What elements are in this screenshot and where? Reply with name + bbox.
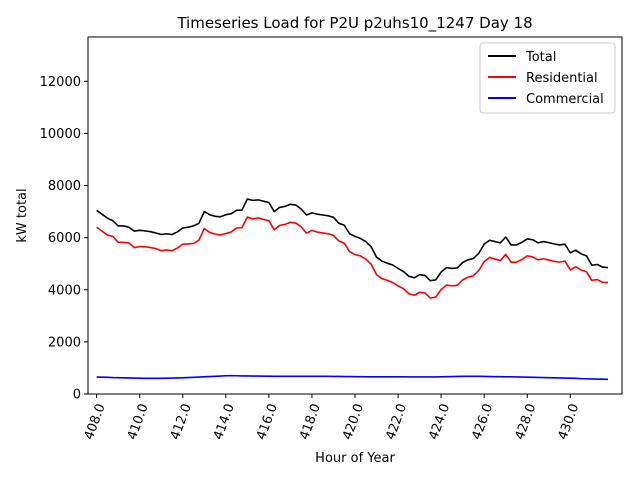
x-tick-label: 430.0 bbox=[556, 402, 583, 442]
x-tick-label: 410.0 bbox=[125, 402, 152, 442]
x-tick-label: 420.0 bbox=[340, 402, 367, 442]
y-axis-title: kW total bbox=[15, 188, 30, 242]
x-tick-label: 418.0 bbox=[297, 402, 324, 442]
x-tick-label: 428.0 bbox=[512, 402, 539, 442]
y-tick-label: 4000 bbox=[48, 283, 81, 298]
chart-title: Timeseries Load for P2U p2uhs10_1247 Day… bbox=[176, 14, 532, 33]
x-tick-label: 408.0 bbox=[82, 402, 109, 442]
y-tick-label: 8000 bbox=[48, 179, 81, 194]
legend: Total Residential Commercial bbox=[479, 42, 616, 114]
legend-label: Commercial bbox=[526, 92, 604, 107]
x-tick-label: 424.0 bbox=[426, 402, 453, 442]
legend-box bbox=[479, 42, 616, 114]
x-tick-label: 414.0 bbox=[211, 402, 238, 442]
legend-label: Residential bbox=[526, 71, 598, 86]
y-tick-label: 2000 bbox=[48, 335, 81, 350]
series-line-commercial bbox=[96, 374, 609, 381]
x-axis: 408.0 410.0 412.0 414.0 416.0 418.0 420.0 422.0… bbox=[82, 394, 583, 442]
x-tick-label: 416.0 bbox=[254, 402, 281, 442]
series-line-total bbox=[96, 198, 609, 282]
y-tick-label: 0 bbox=[73, 388, 81, 403]
legend-label: Total bbox=[525, 50, 556, 65]
series-lines bbox=[96, 198, 609, 381]
x-tick-label: 422.0 bbox=[383, 402, 410, 442]
y-axis: 0 2000 4000 6000 8000 10000 12000 bbox=[40, 75, 88, 403]
x-axis-title: Hour of Year bbox=[315, 451, 395, 466]
series-line-residential bbox=[96, 216, 608, 299]
x-tick-label: 426.0 bbox=[469, 402, 496, 442]
x-tick-label: 412.0 bbox=[168, 402, 195, 442]
y-tick-label: 12000 bbox=[40, 75, 81, 90]
y-tick-label: 10000 bbox=[40, 127, 81, 142]
y-tick-label: 6000 bbox=[48, 231, 81, 246]
